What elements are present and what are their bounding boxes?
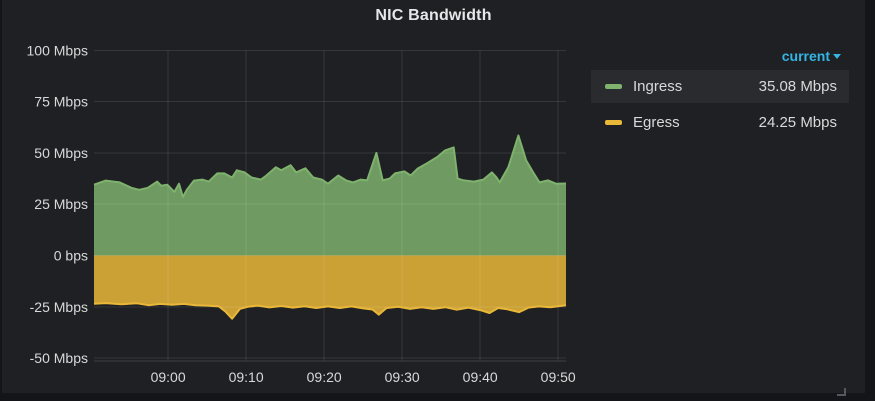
legend-row-ingress[interactable]: Ingress 35.08 Mbps [591,70,849,103]
bandwidth-time-series-chart[interactable]: 100 Mbps 75 Mbps 50 Mbps 25 Mbps 0 bps -25 Mb… [2,34,593,392]
egress-series-swatch-icon[interactable] [605,120,622,125]
panel-title[interactable]: NIC Bandwidth [375,7,492,24]
egress-series-label[interactable]: Egress [633,114,680,131]
legend-sort-header[interactable]: current [591,46,849,70]
svg-text:09:00: 09:00 [151,369,186,385]
svg-text:09:50: 09:50 [541,369,576,385]
svg-text:100 Mbps: 100 Mbps [27,42,88,58]
ingress-series-swatch-icon[interactable] [605,84,622,89]
svg-text:-25 Mbps: -25 Mbps [30,299,88,315]
legend-row-egress[interactable]: Egress 24.25 Mbps [591,106,849,139]
svg-text:09:40: 09:40 [463,369,498,385]
legend: current Ingress 35.08 Mbps Egress 24.25 … [591,46,849,142]
svg-text:-50 Mbps: -50 Mbps [30,350,88,366]
nic-bandwidth-panel: NIC Bandwidth 100 Mbps 75 Mbps 50 Mbps 25 M… [2,0,865,396]
svg-text:09:10: 09:10 [229,369,264,385]
ingress-current-value: 35.08 Mbps [758,78,837,95]
svg-text:09:20: 09:20 [307,369,342,385]
svg-text:75 Mbps: 75 Mbps [34,94,88,110]
caret-down-icon [833,54,841,59]
svg-text:25 Mbps: 25 Mbps [34,196,88,212]
egress-current-value: 24.25 Mbps [758,114,837,131]
legend-sort-current-label[interactable]: current [781,48,830,64]
svg-text:09:30: 09:30 [385,369,420,385]
resize-corner-icon[interactable] [837,388,846,396]
svg-text:0 bps: 0 bps [54,248,88,264]
ingress-series-label[interactable]: Ingress [633,78,683,95]
svg-text:50 Mbps: 50 Mbps [34,145,88,161]
